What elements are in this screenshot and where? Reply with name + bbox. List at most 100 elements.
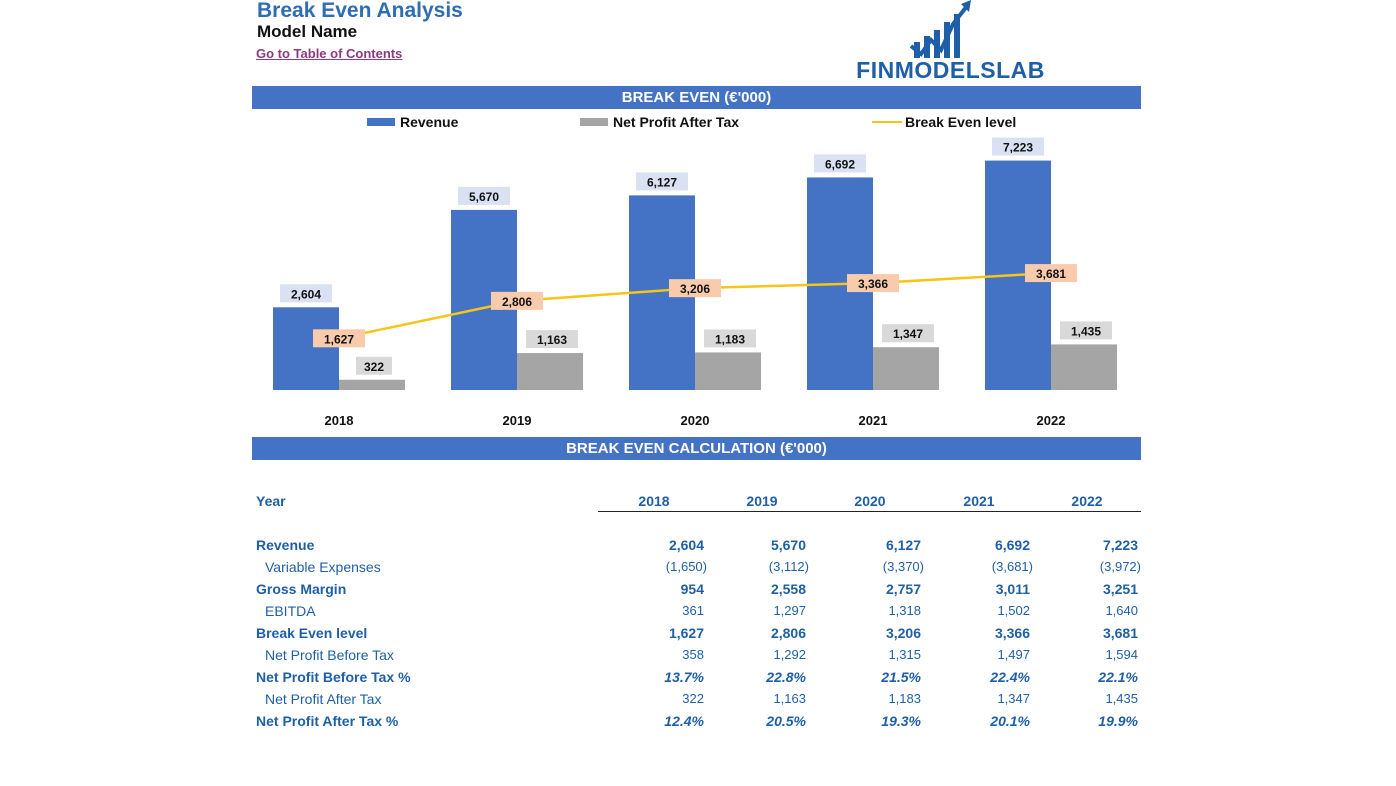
- row-label-revenue: Revenue: [256, 537, 315, 553]
- cell-net-profit-before-tax-2022: 22.1%: [1098, 669, 1138, 685]
- revenue-label-2022: 7,223: [1003, 141, 1033, 155]
- cell-net-profit-after-tax-2020: 1,183: [888, 691, 921, 706]
- cell-revenue-2021: 6,692: [994, 537, 1030, 553]
- cell-break-even-level-2021: 3,366: [994, 625, 1030, 641]
- year-header-2020: 2020: [854, 493, 886, 509]
- legend-break-even-label: Break Even level: [905, 114, 1016, 130]
- cell-revenue-2018: 2,604: [668, 537, 704, 553]
- cell-break-even-level-2022: 3,681: [1102, 625, 1138, 641]
- break-even-label-2021-bg: [847, 274, 899, 293]
- cell-net-profit-after-tax-2019: 1,163: [773, 691, 806, 706]
- net-profit-label-2021: 1,347: [893, 327, 923, 341]
- net-profit-bar-2021: [873, 347, 939, 390]
- cell-net-profit-after-tax-2021: 1,347: [997, 691, 1030, 706]
- cell-net-profit-before-tax-2020: 21.5%: [881, 669, 921, 685]
- row-label-net-profit-before-tax: Net Profit Before Tax: [265, 647, 394, 663]
- break-even-label-2019-bg: [491, 291, 543, 310]
- chart-banner: BREAK EVEN (€'000): [252, 86, 1141, 109]
- cell-revenue-2019: 5,670: [770, 537, 806, 553]
- row-label-net-profit-after-tax: Net Profit After Tax %: [256, 713, 399, 729]
- year-header-label: Year: [256, 493, 286, 509]
- cell-ebitda-2018: 361: [682, 603, 704, 618]
- cell-net-profit-after-tax-2020: 19.3%: [881, 713, 921, 729]
- revenue-label-2022-bg: [992, 137, 1044, 156]
- cell-net-profit-before-tax-2022: 1,594: [1105, 647, 1138, 662]
- finmodelslab-logo: FINMODELSLAB: [843, 0, 1058, 86]
- legend-net-profit-swatch: [580, 118, 608, 126]
- model-name: Model Name: [257, 22, 358, 41]
- cell-net-profit-after-tax-2022: 19.9%: [1098, 713, 1138, 729]
- toc-link[interactable]: Go to Table of Contents: [256, 46, 403, 61]
- cell-net-profit-before-tax-2021: 22.4%: [990, 669, 1030, 685]
- cell-net-profit-before-tax-2020: 1,315: [888, 647, 921, 662]
- break-even-label-2020-bg: [669, 279, 721, 298]
- legend-revenue-label: Revenue: [400, 114, 459, 130]
- cell-variable-expenses-2018: (1,650): [665, 559, 707, 574]
- net-profit-label-2020: 1,183: [715, 332, 745, 346]
- revenue-bar-2018: [273, 307, 339, 390]
- cell-variable-expenses-2021: (3,681): [991, 559, 1033, 574]
- x-tick-2018: 2018: [325, 413, 354, 428]
- cell-gross-margin-2019: 2,558: [770, 581, 806, 597]
- row-label-net-profit-after-tax: Net Profit After Tax: [265, 691, 382, 707]
- x-tick-2020: 2020: [681, 413, 710, 428]
- break-even-chart: Revenue Net Profit After Tax Break Even le…: [273, 114, 1117, 428]
- cell-ebitda-2020: 1,318: [888, 603, 921, 618]
- revenue-label-2020: 6,127: [647, 175, 677, 189]
- cell-variable-expenses-2019: (3,112): [768, 559, 809, 574]
- cell-gross-margin-2018: 954: [680, 581, 704, 597]
- x-tick-2021: 2021: [859, 413, 888, 428]
- page-title: Break Even Analysis: [257, 0, 463, 22]
- cell-net-profit-before-tax-2018: 358: [682, 647, 704, 662]
- cell-break-even-level-2018: 1,627: [668, 625, 704, 641]
- row-label-break-even-level: Break Even level: [256, 625, 368, 641]
- net-profit-bar-2019: [517, 353, 583, 390]
- x-tick-2019: 2019: [503, 413, 532, 428]
- break-even-label-2018: 1,627: [324, 332, 354, 346]
- break-even-label-2018-bg: [313, 329, 365, 348]
- cell-break-even-level-2019: 2,806: [770, 625, 806, 641]
- cell-net-profit-after-tax-2019: 20.5%: [766, 713, 806, 729]
- cell-gross-margin-2021: 3,011: [995, 581, 1030, 597]
- revenue-label-2018-bg: [280, 284, 332, 303]
- net-profit-label-2019: 1,163: [537, 333, 567, 347]
- calc-banner: BREAK EVEN CALCULATION (€'000): [252, 437, 1141, 460]
- cell-ebitda-2021: 1,502: [997, 603, 1030, 618]
- cell-net-profit-after-tax-2021: 20.1%: [990, 713, 1030, 729]
- cell-variable-expenses-2022: (3,972): [1099, 559, 1141, 574]
- cell-break-even-level-2020: 3,206: [885, 625, 921, 641]
- net-profit-label-2018: 322: [364, 360, 384, 374]
- break-even-label-2021: 3,366: [858, 277, 888, 291]
- net-profit-label-2022: 1,435: [1071, 324, 1101, 338]
- cell-ebitda-2019: 1,297: [773, 603, 806, 618]
- cell-revenue-2020: 6,127: [885, 537, 921, 553]
- break-even-label-2020: 3,206: [680, 282, 710, 296]
- revenue-label-2020-bg: [636, 172, 688, 191]
- break-even-label-2022-bg: [1025, 264, 1077, 283]
- revenue-label-2021: 6,692: [825, 157, 855, 171]
- net-profit-bar-2020: [695, 352, 761, 390]
- row-label-ebitda: EBITDA: [265, 603, 316, 619]
- row-label-net-profit-before-tax: Net Profit Before Tax %: [256, 669, 411, 685]
- break-even-label-2019: 2,806: [502, 295, 532, 309]
- row-label-gross-margin: Gross Margin: [256, 581, 347, 597]
- logo-chart-icon: [909, 0, 971, 58]
- cell-ebitda-2022: 1,640: [1105, 603, 1138, 618]
- break-even-label-2022: 3,681: [1036, 267, 1066, 281]
- cell-gross-margin-2020: 2,757: [885, 581, 921, 597]
- legend-net-profit-label: Net Profit After Tax: [613, 114, 739, 130]
- revenue-label-2019-bg: [458, 186, 510, 205]
- net-profit-bar-2022: [1051, 344, 1117, 390]
- revenue-label-2018: 2,604: [291, 287, 321, 301]
- cell-revenue-2022: 7,223: [1102, 537, 1138, 553]
- cell-net-profit-after-tax-2018: 12.4%: [664, 713, 704, 729]
- logo-text: FINMODELSLAB: [856, 57, 1045, 83]
- net-profit-label-2018-bg: [356, 356, 392, 375]
- net-profit-label-2021-bg: [882, 324, 934, 343]
- net-profit-bar-2018: [339, 379, 405, 390]
- cell-net-profit-after-tax-2022: 1,435: [1105, 691, 1138, 706]
- legend-revenue-swatch: [367, 118, 395, 126]
- cell-net-profit-before-tax-2019: 22.8%: [766, 669, 806, 685]
- cell-net-profit-before-tax-2019: 1,292: [773, 647, 806, 662]
- row-label-variable-expenses: Variable Expenses: [265, 559, 381, 575]
